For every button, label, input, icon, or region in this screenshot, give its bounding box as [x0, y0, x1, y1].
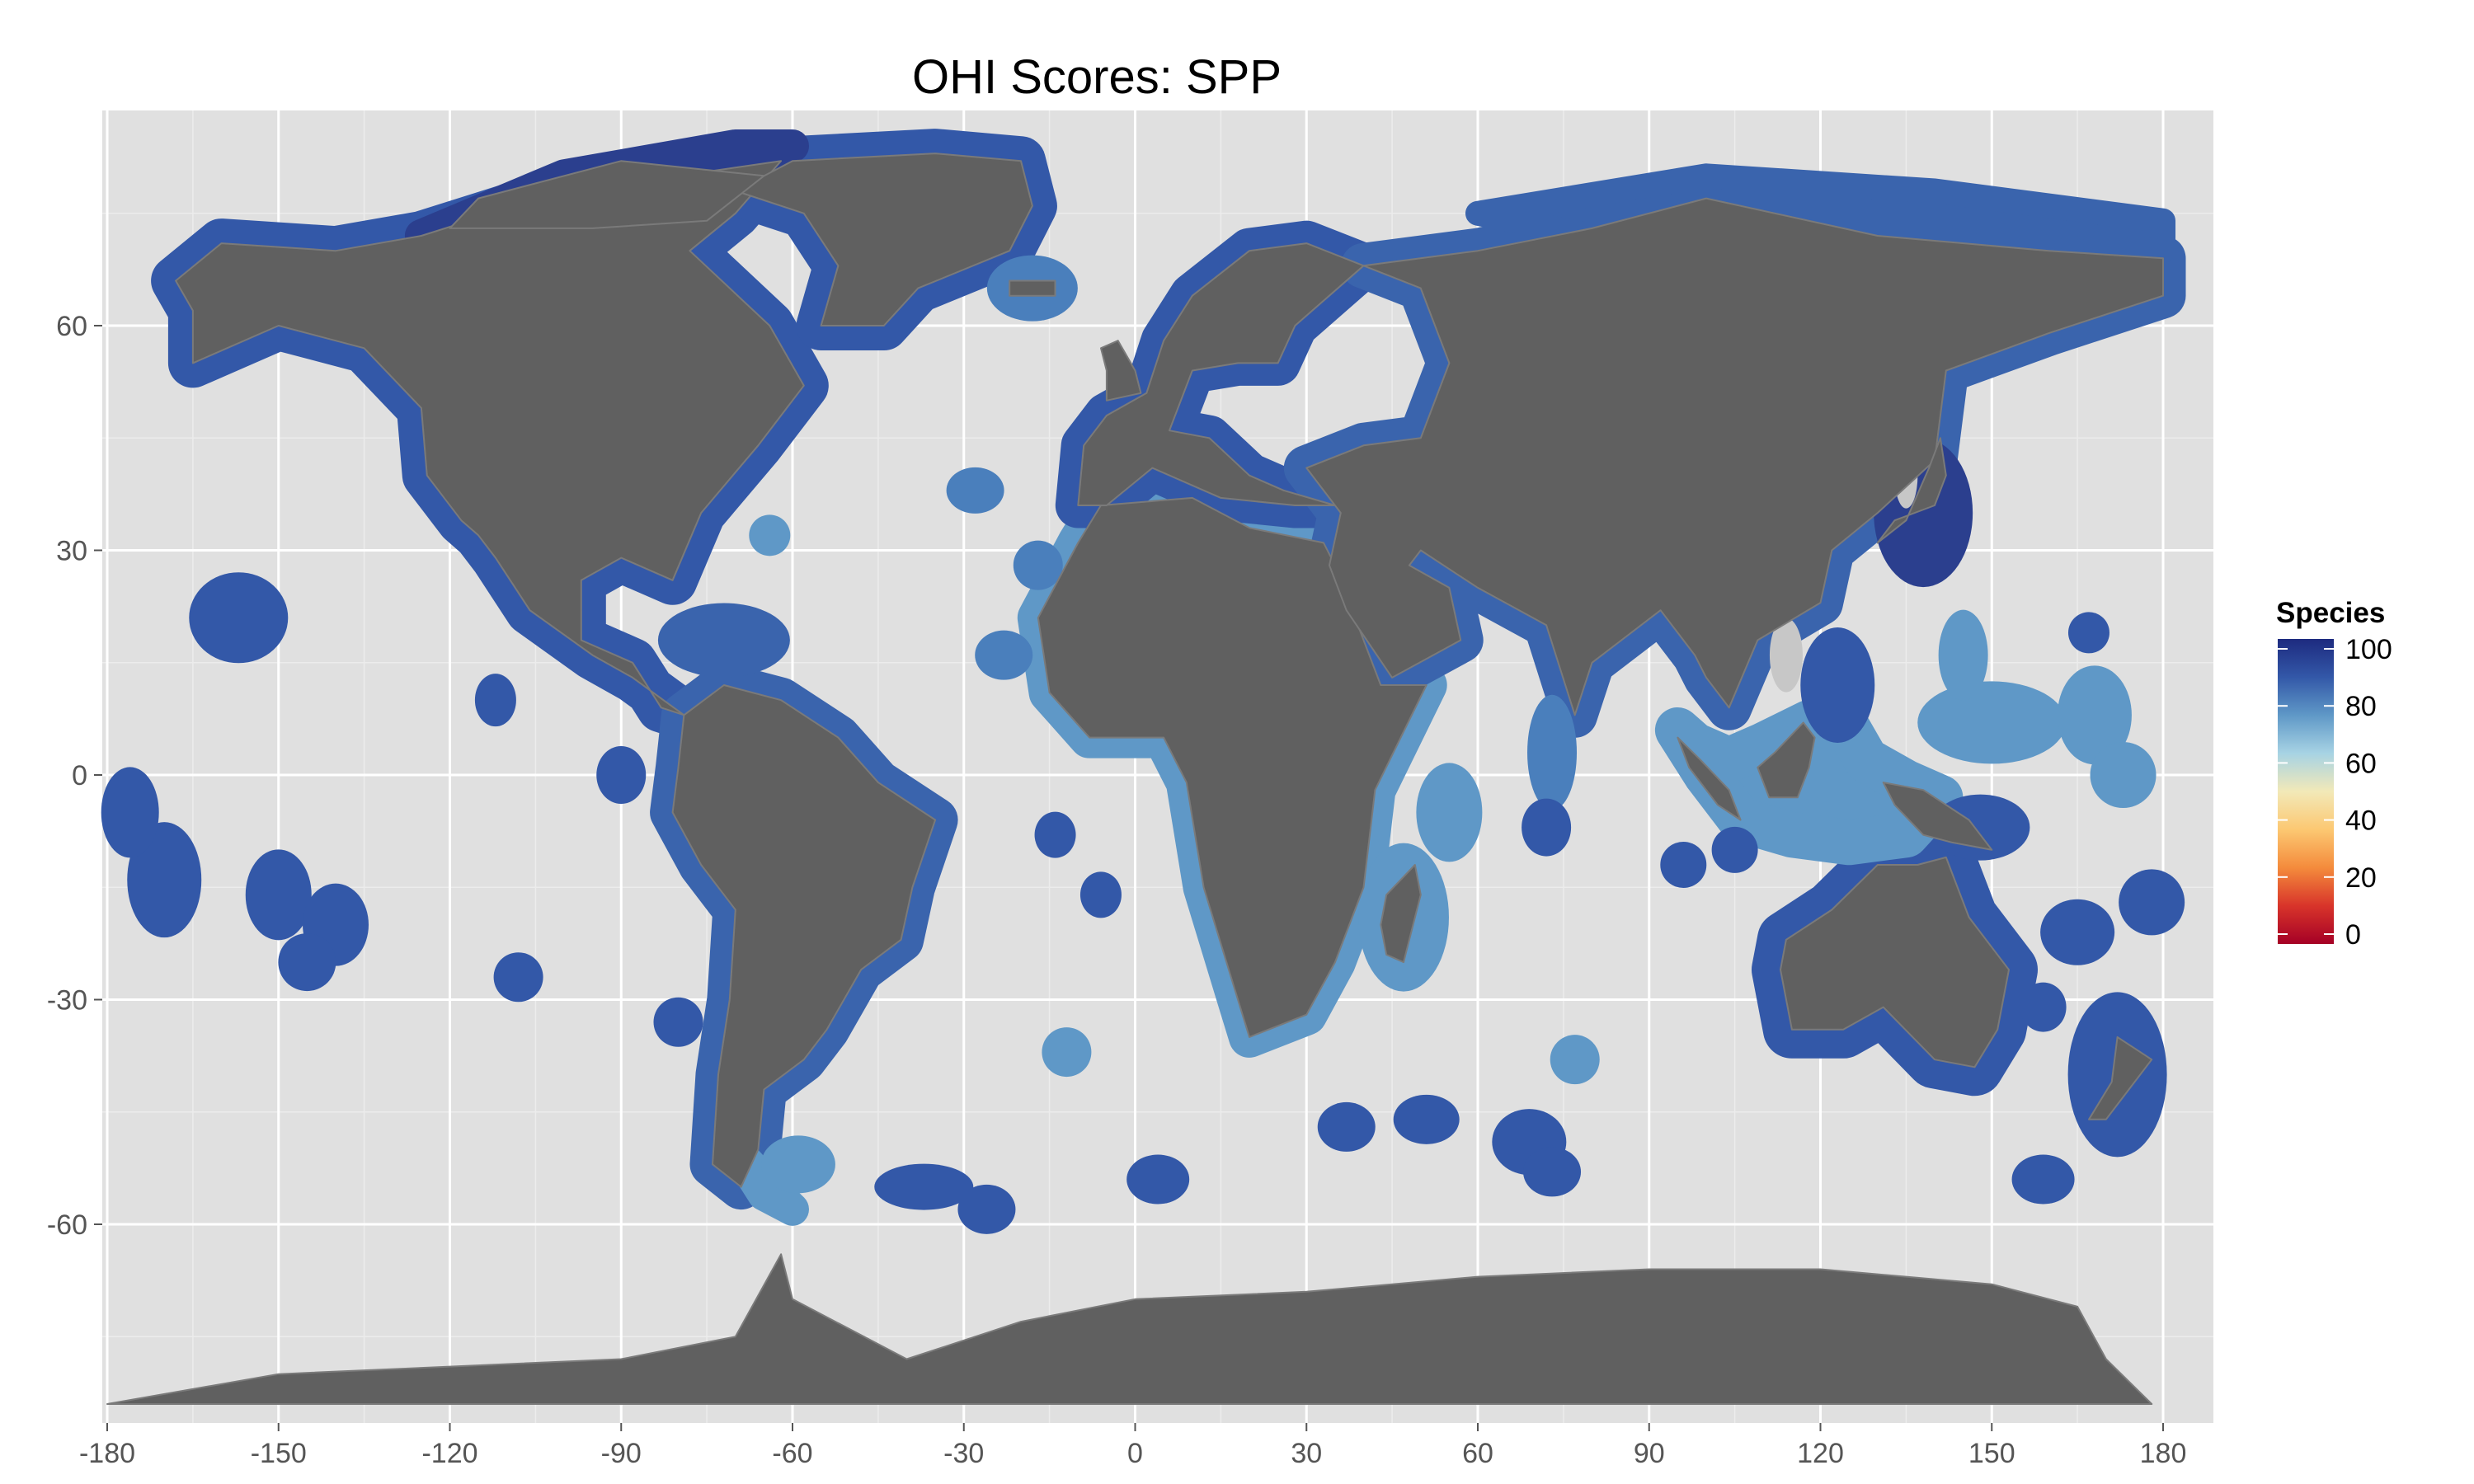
land-japan [1876, 437, 1947, 544]
eez-caribbean [657, 603, 790, 678]
eez-fiji [2119, 869, 2185, 936]
land-new-guinea [1882, 782, 1993, 851]
y-tick-label: 60 [56, 311, 87, 342]
eez-wake [2067, 612, 2109, 654]
y-tick-label: -30 [47, 985, 87, 1017]
land-borneo [1757, 721, 1816, 799]
eez-maldives [1527, 694, 1578, 810]
legend-label: 40 [2345, 805, 2377, 837]
y-tick-label: 30 [56, 536, 87, 567]
eez-ascension [1034, 811, 1076, 858]
eez-tristan [1042, 1027, 1092, 1078]
eez-pacific-west-1 [127, 822, 202, 938]
land-greenland [734, 153, 1033, 326]
eez-kiribati [2090, 742, 2157, 808]
eez-crozet [1393, 1094, 1460, 1144]
x-tick-label: 60 [1462, 1438, 1493, 1469]
eez-lord-howe [2020, 982, 2067, 1032]
legend-label: 0 [2345, 919, 2361, 951]
land-south-america [671, 684, 937, 1188]
land-iceland [1009, 279, 1056, 297]
eez-hawaii [189, 572, 289, 664]
page-title: OHI Scores: SPP [911, 50, 1282, 104]
eez-pacific-east [474, 674, 516, 727]
eez-micronesia [1917, 681, 2067, 764]
eez-azores [946, 467, 1004, 514]
land-new-zealand [2088, 1036, 2153, 1120]
eez-polynesia [278, 933, 336, 992]
eez-canaries [1013, 540, 1063, 590]
land-asia [1305, 197, 2164, 716]
x-tick-label: 30 [1291, 1438, 1322, 1469]
eez-macquarie [2011, 1154, 2075, 1205]
x-tick-label: 90 [1634, 1438, 1665, 1469]
legend-label: 80 [2345, 691, 2377, 722]
eez-marianas [1938, 609, 1988, 701]
legend: Species 100 80 60 40 20 0 [2276, 597, 2392, 951]
eez-pacific-west-4 [101, 767, 159, 858]
eez-seychelles [1416, 763, 1483, 862]
eez-amsterdam [1550, 1035, 1600, 1085]
legend-colorbar [2278, 639, 2334, 944]
eez-missing-south-china-sea [1769, 618, 1803, 693]
eez-bermuda [749, 514, 791, 556]
legend-label: 60 [2345, 748, 2377, 779]
y-tick-label: -60 [47, 1209, 87, 1241]
eez-falklands [760, 1135, 835, 1194]
x-tick-label: -30 [943, 1438, 984, 1469]
eez-heard [1523, 1147, 1582, 1197]
land-uk [1100, 340, 1142, 402]
eez-chagos [1522, 798, 1572, 857]
land-antarctica [106, 1253, 2153, 1405]
x-tick-label: -150 [251, 1438, 307, 1469]
eez-st-helena [1079, 871, 1122, 918]
land-europe [1077, 242, 1365, 506]
land-arctic-islands [449, 160, 765, 229]
land-sumatra [1677, 736, 1742, 821]
eez-bouvet [1126, 1154, 1190, 1205]
eez-cape-verde [975, 630, 1033, 680]
eez-christmas [1711, 826, 1758, 873]
eez-galapagos [596, 746, 647, 804]
eez-pacific-west-2 [245, 849, 312, 941]
legend-label: 100 [2345, 634, 2392, 665]
eez-chile-islands [653, 997, 703, 1047]
eez-antarctic-peninsula [718, 1133, 809, 1226]
eez-cocos [1660, 842, 1707, 888]
eez-easter-island [493, 952, 543, 1003]
axes: -180 -150 -120 -90 -60 -30 0 30 60 90 120 150 180 60 3… [47, 311, 2187, 1469]
land-madagascar [1380, 864, 1422, 964]
x-tick-label: -60 [772, 1438, 812, 1469]
x-tick-label: 0 [1127, 1438, 1143, 1469]
eez-indonesia [1654, 699, 1964, 866]
x-tick-label: -120 [421, 1438, 477, 1469]
legend-title: Species [2276, 597, 2385, 629]
x-tick-label: 150 [1968, 1438, 2015, 1469]
eez-south-sandwich [957, 1184, 1016, 1234]
legend-label: 20 [2345, 862, 2377, 894]
x-tick-label: 180 [2140, 1438, 2187, 1469]
eez-philippines [1800, 627, 1875, 743]
eez-prince-edward [1317, 1101, 1376, 1152]
eez-south-georgia [874, 1163, 974, 1210]
x-tick-label: -180 [79, 1438, 135, 1469]
x-tick-label: -90 [601, 1438, 642, 1469]
land-australia [1780, 856, 2010, 1068]
land-africa [1037, 496, 1427, 1038]
land-masses [106, 153, 2164, 1405]
x-tick-label: 120 [1797, 1438, 1844, 1469]
y-tick-label: 0 [72, 760, 87, 791]
eez-marshall [2057, 665, 2132, 765]
eez-new-caledonia [2040, 899, 2115, 965]
